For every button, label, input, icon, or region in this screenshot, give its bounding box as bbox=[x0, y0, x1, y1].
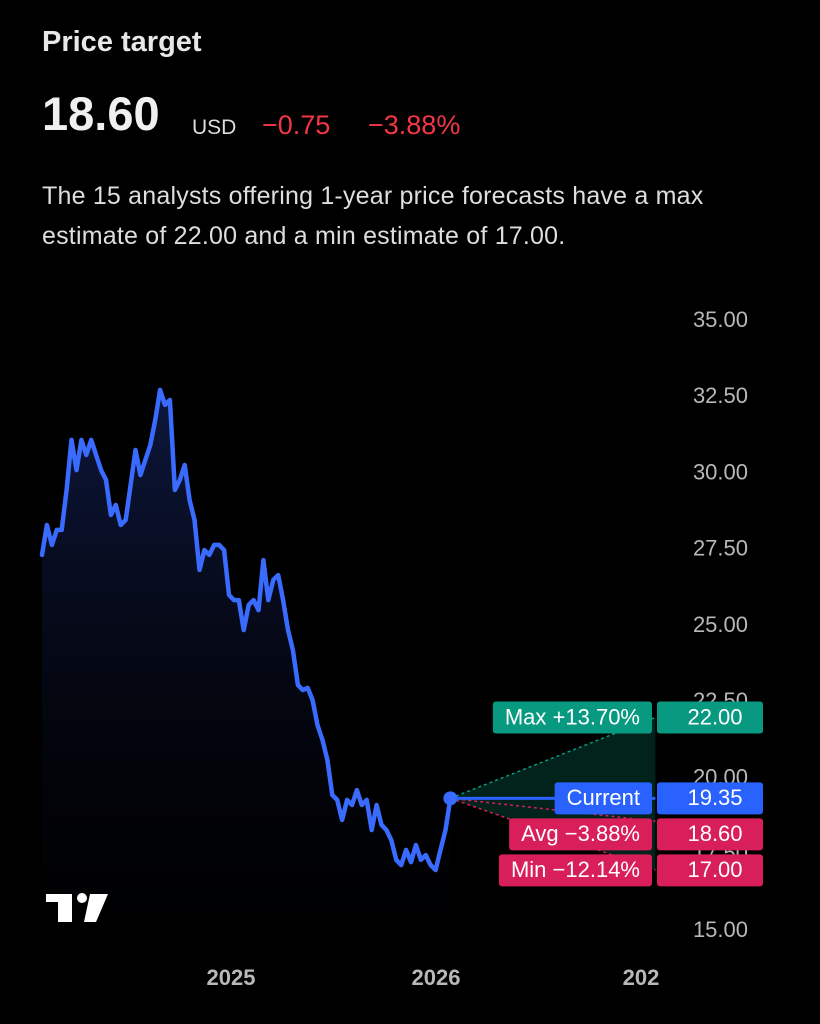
y-tick-label: 32.50 bbox=[693, 383, 748, 408]
y-tick-label: 30.00 bbox=[693, 459, 748, 484]
y-tick-label: 15.00 bbox=[693, 917, 748, 942]
badge-value: 22.00 bbox=[687, 704, 742, 729]
forecast-line bbox=[450, 797, 656, 822]
logo bbox=[46, 893, 108, 922]
badge-value: 17.00 bbox=[687, 857, 742, 882]
badge-value-bg bbox=[657, 818, 763, 851]
badge-value-bg bbox=[657, 701, 763, 734]
badge-label-bg bbox=[554, 782, 652, 815]
badge-label: Min −12.14% bbox=[511, 857, 640, 882]
badge-value: 18.60 bbox=[687, 821, 742, 846]
x-tick-label: 2026 bbox=[412, 965, 461, 990]
badge-label-bg bbox=[492, 701, 652, 734]
currency: USD bbox=[192, 116, 237, 139]
x-tick-label: 2025 bbox=[207, 965, 256, 990]
area-fill bbox=[42, 389, 451, 962]
price-line bbox=[39, 387, 453, 873]
y-tick-label: 27.50 bbox=[693, 536, 748, 561]
x-tick-label: 202 bbox=[623, 965, 660, 990]
badge-value: 19.35 bbox=[687, 785, 742, 810]
y-tick-label: 35.00 bbox=[693, 307, 748, 332]
badge-value-bg bbox=[657, 782, 763, 815]
badge-label: Avg −3.88% bbox=[521, 821, 640, 846]
title: Price target bbox=[42, 26, 202, 58]
forecast-line bbox=[450, 716, 656, 800]
badge-label-bg bbox=[498, 854, 652, 887]
price: 18.60 bbox=[42, 87, 160, 140]
badge-label: Max +13.70% bbox=[505, 704, 640, 729]
change-percent: −3.88% bbox=[368, 110, 461, 140]
badge-value-bg bbox=[657, 854, 763, 887]
change: −0.75 bbox=[262, 110, 331, 140]
badge-label-bg bbox=[509, 818, 652, 851]
y-tick-label: 25.00 bbox=[693, 612, 748, 637]
current-dot bbox=[443, 791, 458, 806]
badge-label: Current bbox=[567, 785, 640, 810]
description: The 15 analysts offering 1-year price fo… bbox=[42, 182, 704, 250]
